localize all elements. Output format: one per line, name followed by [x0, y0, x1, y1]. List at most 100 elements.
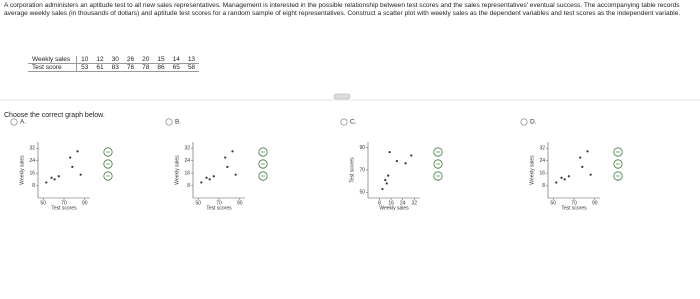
point — [79, 173, 82, 176]
point — [385, 182, 388, 185]
point — [53, 178, 56, 181]
table-cell: 10 — [76, 56, 93, 64]
point — [586, 150, 589, 153]
point — [224, 156, 227, 159]
radio[interactable] — [520, 118, 528, 126]
x-axis-label: Test scores — [206, 205, 232, 211]
x-tick-label: 8 — [378, 200, 381, 206]
table-cell: 86 — [153, 63, 169, 72]
table-cell: 58 — [183, 63, 200, 72]
option-letter: A. — [20, 119, 26, 126]
point — [57, 175, 60, 178]
table-cell: 65 — [168, 63, 184, 72]
point — [226, 165, 229, 168]
option-letter: D. — [530, 119, 537, 126]
divider-handle[interactable] — [333, 93, 351, 100]
table-cell: 30 — [107, 56, 123, 64]
x-tick-label: 90 — [592, 200, 598, 206]
option-letter: C. — [350, 119, 357, 126]
y-tick-label: 50 — [359, 190, 365, 196]
x-tick-label: 24 — [400, 200, 406, 206]
point — [200, 181, 203, 184]
x-axis-label: Test scores — [51, 205, 77, 211]
y-tick-label: 24 — [29, 158, 35, 164]
x-tick-label: 90 — [82, 200, 88, 206]
table-cell: Weekly sales — [28, 56, 78, 64]
table-cell: 14 — [168, 56, 184, 64]
point — [567, 175, 570, 178]
point — [563, 178, 566, 181]
table-cell: 13 — [183, 56, 200, 64]
y-tick-label: 32 — [29, 146, 35, 152]
table-cell: 78 — [138, 63, 154, 72]
point — [387, 174, 390, 177]
x-tick-label: 70 — [571, 200, 577, 206]
point — [410, 154, 413, 157]
point — [395, 159, 398, 163]
x-tick-label: 50 — [550, 200, 556, 206]
y-tick-label: 16 — [29, 170, 35, 176]
prompt: Choose the correct graph below. — [4, 112, 105, 119]
table-row: Weekly sales 10 12 30 26 20 15 14 13 — [28, 56, 200, 64]
point — [560, 176, 563, 179]
y-tick-label: 8 — [32, 183, 35, 189]
x-tick-label: 32 — [411, 200, 417, 206]
y-tick-label: 70 — [359, 167, 365, 173]
point — [50, 176, 53, 179]
y-tick-label: 32 — [184, 146, 190, 152]
point — [45, 181, 48, 184]
point — [71, 165, 74, 168]
x-tick-label: 16 — [388, 200, 394, 206]
y-tick-label: 24 — [184, 158, 190, 164]
table-cell: 26 — [122, 56, 139, 64]
point — [589, 173, 592, 176]
point — [404, 162, 407, 165]
x-tick-label: 70 — [61, 200, 67, 206]
y-tick-label: 16 — [539, 170, 545, 176]
y-tick-label: 24 — [539, 158, 545, 164]
y-axis-label: Weekly sales — [174, 155, 180, 185]
radio[interactable] — [340, 118, 348, 126]
x-tick-label: 50 — [195, 200, 201, 206]
table-cell: 12 — [92, 56, 108, 64]
question: A corporation administers an aptitude te… — [4, 2, 681, 18]
point — [76, 150, 79, 153]
point — [581, 165, 584, 168]
x-tick-label: 70 — [216, 200, 222, 206]
point — [208, 178, 211, 181]
y-tick-label: 8 — [187, 183, 190, 189]
y-axis-label: Weekly sales — [19, 155, 25, 185]
y-tick-label: 90 — [359, 145, 365, 151]
table-cell: 20 — [138, 56, 154, 64]
table-cell: 76 — [122, 63, 139, 72]
table-cell: 15 — [153, 56, 169, 64]
point — [579, 156, 582, 159]
y-tick-label: 16 — [184, 170, 190, 176]
point — [388, 150, 391, 154]
y-axis-label: Test scores — [349, 157, 355, 183]
table-row: Test score 53 61 83 76 78 86 65 58 — [28, 63, 200, 72]
y-tick-label: 32 — [539, 146, 545, 152]
table-cell: 83 — [107, 63, 123, 72]
point — [212, 175, 215, 178]
x-axis-label: Weekly sales — [379, 205, 409, 211]
table-cell: Test score — [28, 63, 78, 72]
point — [205, 176, 208, 179]
point — [381, 187, 384, 191]
y-axis-label: Weekly sales — [529, 155, 535, 185]
point — [555, 181, 558, 184]
x-tick-label: 50 — [40, 200, 46, 206]
y-tick-label: 8 — [542, 183, 545, 189]
table-cell: 61 — [92, 63, 108, 72]
radio[interactable] — [10, 118, 18, 126]
x-axis-label: Test scores — [561, 205, 587, 211]
option-letter: B. — [175, 119, 181, 126]
point — [231, 150, 234, 153]
table-cell: 53 — [76, 63, 93, 72]
radio[interactable] — [165, 118, 173, 126]
x-tick-label: 90 — [237, 200, 243, 206]
point — [234, 173, 237, 176]
point — [384, 178, 387, 182]
